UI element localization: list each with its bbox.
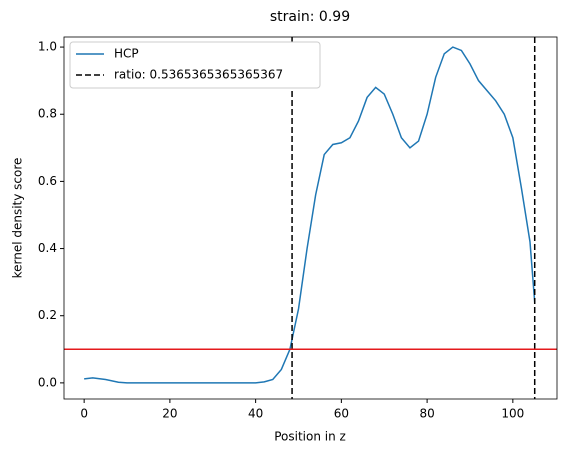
y-tick-label: 0.0 [38,375,57,389]
x-axis-label: Position in z [274,430,346,444]
legend-label: HCP [114,47,139,61]
y-tick-label: 0.2 [38,308,57,322]
y-tick-label: 1.0 [38,40,57,54]
chart-title: strain: 0.99 [270,9,350,25]
plot-frame [63,36,558,400]
y-tick-label: 0.6 [38,174,57,188]
x-tick-label: 40 [248,407,263,421]
legend-label: ratio: 0.5365365365365367 [114,68,283,82]
data-line [84,46,536,384]
y-tick-label: 0.4 [38,241,57,255]
x-tick-label: 80 [419,407,434,421]
x-tick-label: 100 [501,407,524,421]
x-tick-label: 0 [80,407,88,421]
x-tick-label: 20 [162,407,177,421]
y-axis-label: kernel density score [11,158,25,279]
y-tick-label: 0.8 [38,107,57,121]
legend-box [69,41,321,89]
x-tick-label: 60 [334,407,349,421]
